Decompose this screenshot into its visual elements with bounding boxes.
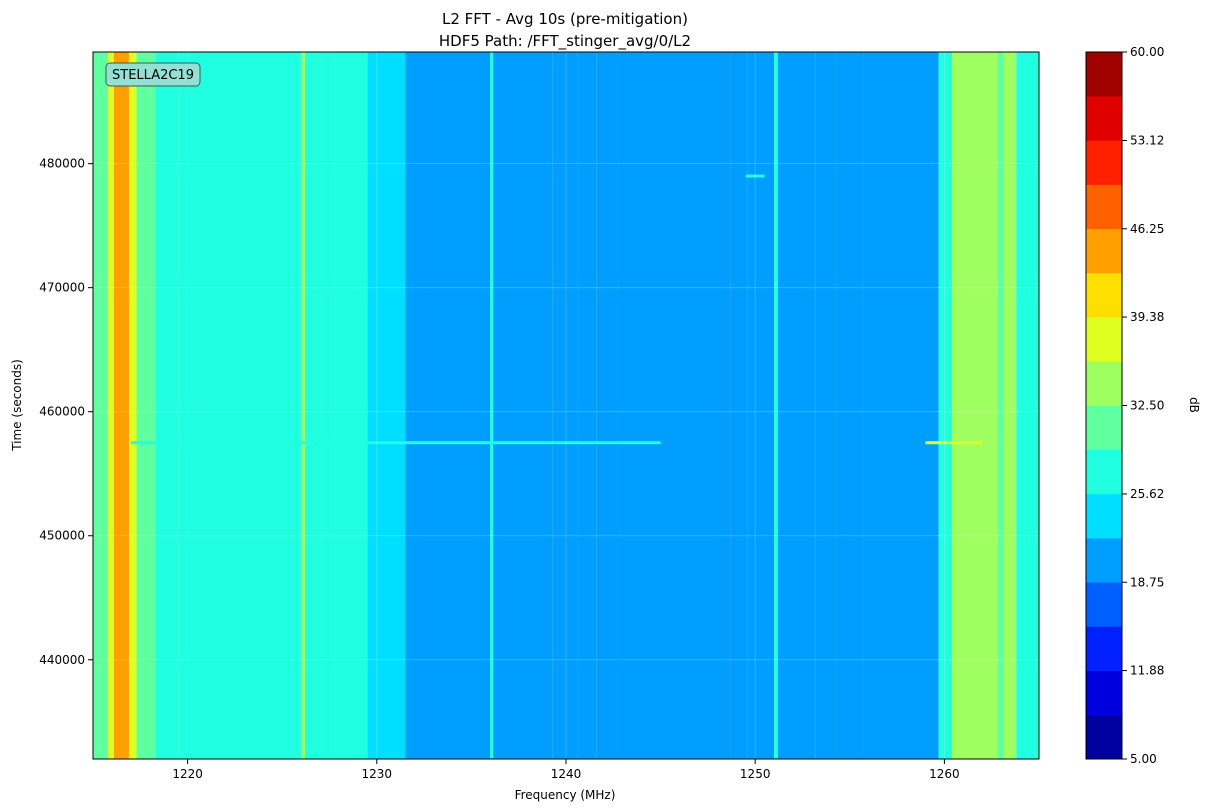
colorbar-tick-label: 39.38 (1130, 310, 1164, 324)
y-tick-label: 460000 (39, 405, 85, 419)
x-tick-label: 1260 (929, 767, 960, 781)
heatmap-band (747, 52, 775, 759)
heatmap-band (777, 52, 816, 759)
colorbar-level (1086, 405, 1122, 450)
heatmap-band (178, 52, 302, 759)
colorbar-tick-label: 5.00 (1130, 752, 1157, 766)
heatmap-event (130, 441, 661, 445)
heatmap-band (618, 52, 731, 759)
heatmap-band (304, 52, 321, 759)
heatmap-event (925, 441, 983, 445)
colorbar-level (1086, 184, 1122, 230)
heatmap-band (367, 52, 406, 759)
colorbar-tick-label: 32.50 (1130, 399, 1164, 413)
colorbar-tick-label: 53.12 (1130, 133, 1164, 147)
colorbar-level (1086, 626, 1122, 671)
x-tick-label: 1230 (362, 767, 393, 781)
colorbar-tick-label: 60.00 (1130, 45, 1164, 59)
heatmap-band (320, 52, 336, 759)
y-tick-label: 450000 (39, 529, 85, 543)
colorbar-level (1086, 449, 1122, 495)
y-tick-label: 440000 (39, 653, 85, 667)
colorbar-tick-label: 46.25 (1130, 222, 1164, 236)
x-tick-label: 1220 (172, 767, 203, 781)
heatmap-band (863, 52, 939, 759)
heatmap-band (938, 52, 952, 759)
colorbar-level (1086, 228, 1122, 274)
y-axis-label: Time (seconds) (10, 359, 24, 452)
x-axis: 1220 1230 1240 1250 1260 (172, 759, 960, 781)
heatmap-band (815, 52, 837, 759)
colorbar-level (1086, 582, 1122, 627)
colorbar-level (1086, 361, 1122, 406)
heatmap-band (596, 52, 619, 759)
heatmap-band (301, 52, 305, 759)
heatmap-band (405, 52, 491, 759)
heatmap-band (155, 52, 179, 759)
colorbar-level (1086, 670, 1122, 716)
colorbar-level (1086, 493, 1122, 539)
heatmap-band (552, 52, 578, 759)
heatmap-band (136, 52, 156, 759)
heatmap-event (745, 174, 765, 178)
heatmap-band (490, 52, 494, 759)
colorbar-level (1086, 538, 1122, 583)
colorbar-label: dB (1187, 397, 1201, 413)
station-annotation: STELLA2C19 (105, 62, 201, 87)
heatmap-area (92, 51, 1040, 760)
x-tick-label: 1250 (740, 767, 771, 781)
heatmap-band (108, 52, 114, 759)
colorbar-level (1086, 272, 1122, 318)
chart-title: L2 FFT - Avg 10s (pre-mitigation) (442, 10, 688, 28)
heatmap-band (1016, 52, 1039, 759)
annotation-text: STELLA2C19 (112, 68, 194, 83)
x-axis-label: Frequency (MHz) (515, 788, 616, 802)
colorbar-level (1086, 317, 1122, 362)
colorbar-level (1086, 714, 1122, 760)
heatmap-band (577, 52, 597, 759)
y-tick-label: 480000 (39, 157, 85, 171)
heatmap-band (128, 52, 137, 759)
colorbar-level (1086, 140, 1122, 185)
colorbar: 5.00 11.88 18.75 25.62 32.50 39.38 46.25 53.12 6… (1085, 45, 1164, 766)
heatmap-band (774, 52, 778, 759)
chart-subtitle: HDF5 Path: /FFT_stinger_avg/0/L2 (439, 32, 691, 51)
annotation-box (105, 62, 201, 87)
heatmap-band (335, 52, 368, 759)
colorbar-tick-label: 25.62 (1130, 487, 1164, 501)
heatmap-band (836, 52, 864, 759)
colorbar-level (1086, 96, 1122, 141)
y-tick-label: 470000 (39, 281, 85, 295)
heatmap-band (951, 52, 998, 759)
heatmap-band (1003, 52, 1017, 759)
colorbar-tick-label: 18.75 (1130, 575, 1164, 589)
heatmap-band (997, 52, 1004, 759)
colorbar-level (1086, 52, 1122, 97)
heatmap-band (93, 52, 109, 759)
heatmap-band (493, 52, 553, 759)
heatmap-band (730, 52, 748, 759)
y-axis: 440000 450000 460000 470000 480000 (39, 157, 93, 667)
x-tick-label: 1240 (551, 767, 582, 781)
colorbar-tick-label: 11.88 (1130, 664, 1164, 678)
heatmap-band (113, 52, 129, 759)
